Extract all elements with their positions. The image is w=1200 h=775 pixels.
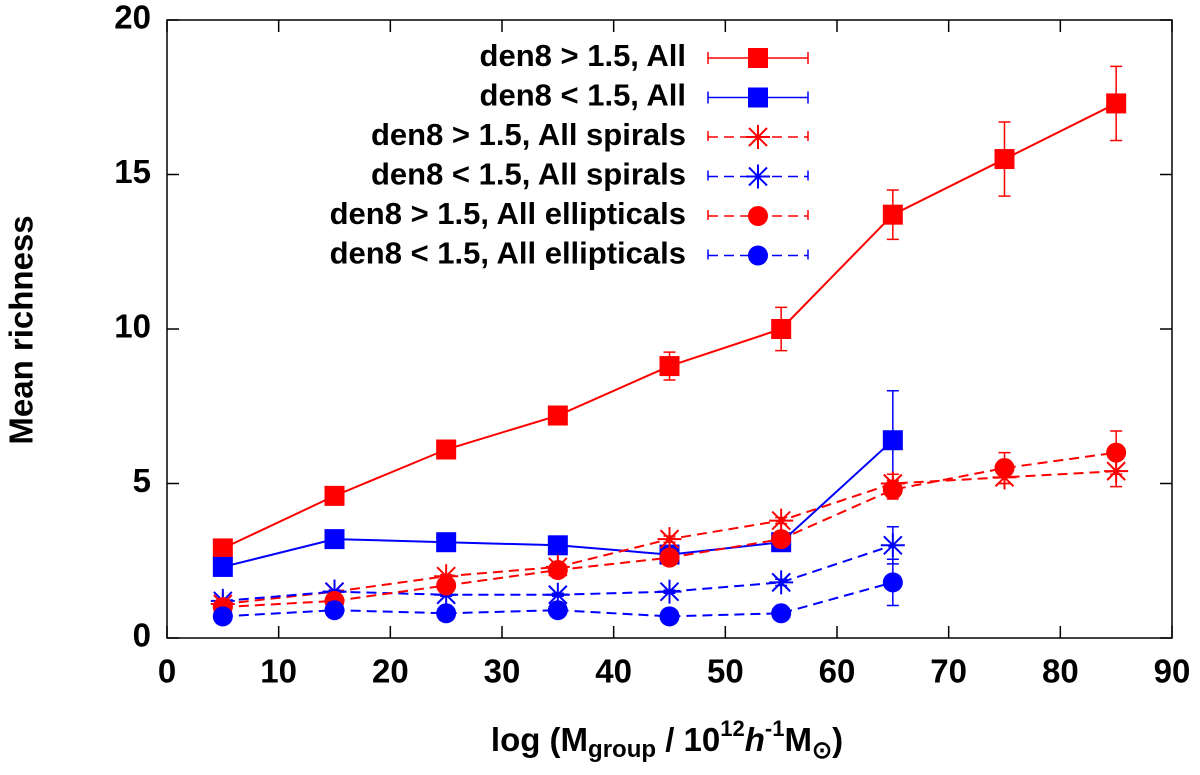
marker — [436, 603, 457, 624]
x-axis-label: log (Mgroup / 1012h-1M⊙) — [491, 716, 843, 765]
plot-frame — [166, 19, 1173, 639]
legend-label: den8 < 1.5, All spirals — [371, 157, 686, 192]
marker — [436, 575, 457, 596]
marker — [882, 572, 903, 593]
marker — [769, 570, 794, 595]
y-tick-label: 10 — [114, 308, 151, 345]
x-tick-label: 80 — [1042, 653, 1079, 690]
y-tick-label: 20 — [114, 0, 151, 36]
marker — [436, 439, 457, 460]
marker — [771, 319, 792, 339]
marker — [659, 547, 680, 568]
marker — [1106, 442, 1127, 463]
y-tick-label: 0 — [133, 617, 151, 654]
marker — [748, 87, 768, 108]
marker — [882, 204, 903, 225]
x-label-part: M — [784, 721, 812, 758]
marker — [882, 430, 903, 451]
y-tick-label: 15 — [114, 153, 151, 190]
marker — [657, 527, 682, 552]
marker — [547, 600, 568, 621]
marker — [547, 405, 568, 426]
legend-label: den8 > 1.5, All ellipticals — [330, 196, 686, 231]
marker — [771, 529, 792, 550]
marker — [748, 48, 768, 68]
x-tick-label: 90 — [1154, 653, 1191, 690]
marker — [324, 485, 345, 506]
x-label-part: group — [588, 736, 656, 763]
marker — [547, 535, 568, 556]
legend-label: den8 > 1.5, All — [480, 38, 686, 73]
legend-label: den8 < 1.5, All — [480, 78, 686, 113]
marker — [212, 538, 233, 559]
marker — [547, 560, 568, 581]
marker — [746, 125, 770, 149]
marker — [880, 533, 905, 558]
x-tick-label: 0 — [158, 653, 176, 690]
x-label-part: / 10 — [656, 721, 720, 758]
marker — [746, 164, 770, 189]
x-label-part: 12 — [720, 716, 744, 741]
x-tick-label: 70 — [930, 653, 967, 690]
x-label-part: h — [745, 721, 765, 758]
marker — [659, 606, 680, 627]
marker — [436, 532, 457, 553]
marker — [771, 603, 792, 624]
legend-label: den8 < 1.5, All ellipticals — [330, 236, 686, 271]
marker — [994, 149, 1015, 170]
marker — [994, 458, 1015, 479]
marker — [748, 245, 768, 266]
x-tick-label: 50 — [707, 653, 744, 690]
y-tick-label: 5 — [133, 462, 151, 499]
marker — [545, 582, 570, 607]
marker — [324, 600, 345, 621]
x-tick-label: 40 — [595, 653, 632, 690]
x-tick-label: 60 — [819, 653, 856, 690]
x-label-part: -1 — [765, 716, 785, 741]
marker — [882, 479, 903, 500]
marker — [748, 206, 768, 226]
marker — [324, 529, 345, 550]
x-label-part: ) — [832, 721, 843, 758]
x-tick-label: 10 — [260, 653, 297, 690]
x-label-part: log (M — [491, 721, 588, 758]
marker — [212, 556, 233, 577]
marker — [659, 356, 680, 377]
marker — [769, 508, 794, 533]
y-axis-label: Mean richness — [3, 215, 40, 444]
x-tick-label: 30 — [484, 653, 521, 690]
marker — [212, 606, 233, 627]
x-tick-label: 20 — [372, 653, 409, 690]
legend-label: den8 > 1.5, All spirals — [371, 117, 686, 152]
marker — [1106, 93, 1127, 114]
x-label-part: ⊙ — [812, 737, 832, 764]
marker — [657, 579, 682, 604]
